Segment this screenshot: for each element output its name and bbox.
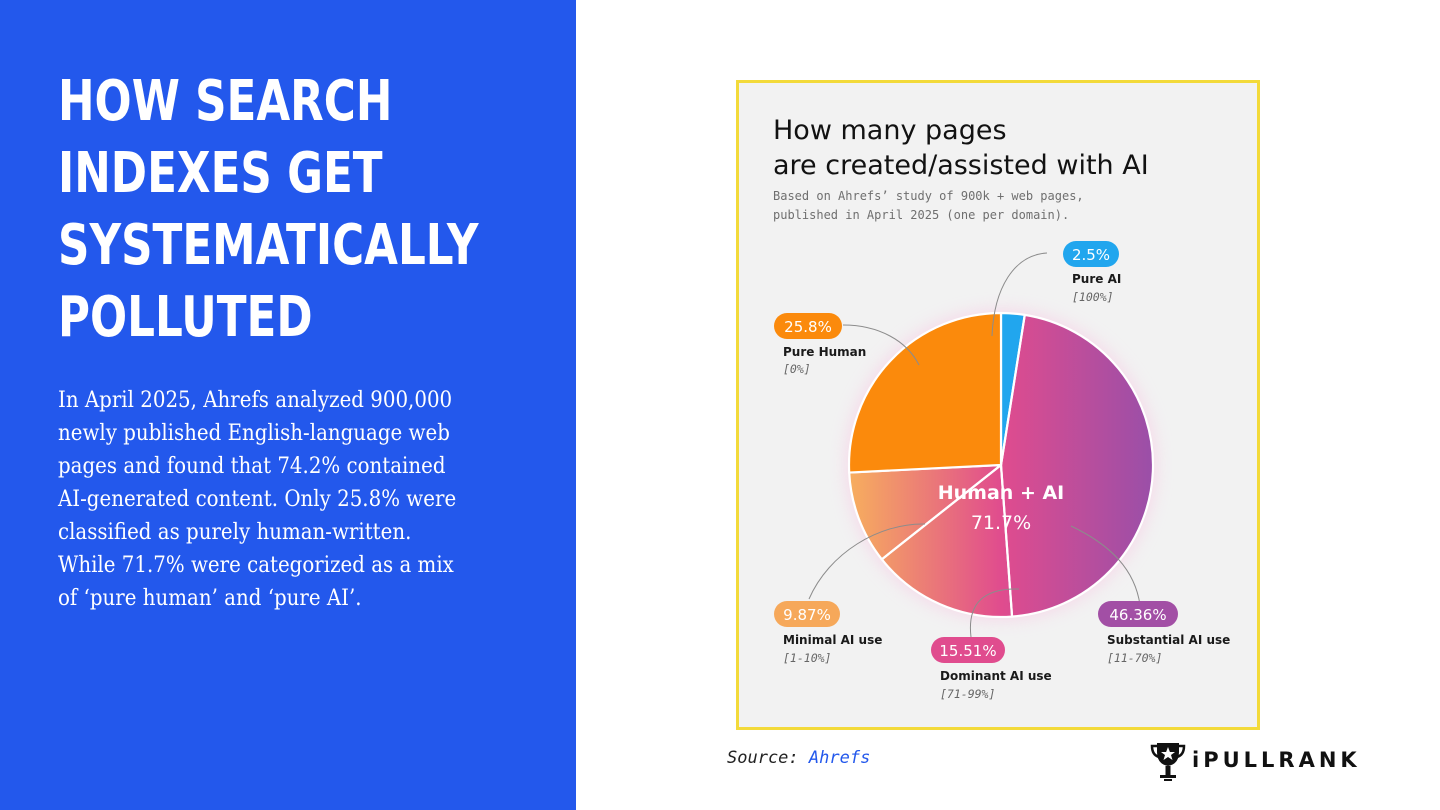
body-line: In April 2025, Ahrefs analyzed 900,000: [58, 387, 453, 413]
slice-range-pure-ai: [100%]: [1072, 290, 1114, 304]
value-badge-dominant-ai-use: [931, 637, 1005, 663]
value-label-pure-human: 25.8%: [784, 318, 832, 336]
value-badge-substantial-ai-use: [1098, 601, 1178, 627]
pie-slice-pure-human: [847, 311, 1003, 474]
value-label-substantial-ai-use: 46.36%: [1109, 606, 1166, 624]
value-label-dominant-ai-use: 15.51%: [939, 642, 996, 660]
value-label-minimal-ai-use: 9.87%: [783, 606, 831, 624]
slice-range-dominant-ai-use: [71-99%]: [940, 687, 995, 701]
chart-subtitle-line: Based on Ahrefs’ study of 900k + web pag…: [773, 189, 1084, 203]
body-line: AI-generated content. Only 25.8% were: [58, 486, 457, 512]
slice-range-pure-human: [0%]: [783, 362, 811, 376]
value-badge-minimal-ai-use: [774, 601, 840, 627]
leader-line-dominant-ai-use: [969, 588, 1020, 638]
chart-title-line: are created/assisted with AI: [773, 150, 1149, 181]
slide-body-text: In April 2025, Ahrefs analyzed 900,000 n…: [58, 384, 472, 615]
pie-slice-dominant-ai-use: [880, 463, 1014, 619]
leader-line-substantial-ai-use: [1070, 525, 1141, 606]
headline-line: POLLUTED: [58, 285, 313, 350]
chart-card: How many pages are created/assisted with…: [736, 80, 1260, 730]
pie-chart: Human + AI 71.7% 2.5% Pure AI [100%] 46.36% Su…: [774, 241, 1230, 701]
body-line: newly published English-language web: [58, 420, 450, 446]
slice-name-minimal-ai-use: Minimal AI use: [783, 633, 882, 647]
source-citation: Source: Ahrefs: [727, 748, 870, 768]
trophy-icon: [1150, 743, 1186, 781]
slice-name-substantial-ai-use: Substantial AI use: [1107, 633, 1230, 647]
value-badge-pure-ai: [1063, 241, 1119, 267]
leader-line-minimal-ai-use: [808, 523, 926, 600]
ipullrank-logo: iPULLRANK: [1150, 740, 1357, 784]
logo-text: iPULLRANK: [1192, 748, 1361, 772]
chart-title: How many pages are created/assisted with…: [773, 113, 1149, 183]
slice-range-substantial-ai-use: [11-70%]: [1107, 651, 1162, 665]
value-label-pure-ai: 2.5%: [1072, 246, 1110, 264]
pie-slice-minimal-ai-use: [848, 463, 1003, 561]
headline-line: INDEXES GET: [58, 141, 383, 206]
leader-line-pure-ai: [991, 252, 1048, 337]
body-line: While 71.7% were categorized as a mix: [58, 552, 454, 578]
slice-range-minimal-ai-use: [1-10%]: [783, 651, 831, 665]
slice-name-pure-ai: Pure AI: [1072, 272, 1121, 286]
leader-line-pure-human: [842, 324, 920, 366]
center-value: 71.7%: [971, 512, 1031, 534]
left-panel: HOW SEARCH INDEXES GET SYSTEMATICALLY PO…: [0, 0, 576, 810]
source-link[interactable]: Ahrefs: [808, 748, 871, 768]
chart-title-line: How many pages: [773, 115, 1007, 146]
chart-subtitle-line: published in April 2025 (one per domain)…: [773, 208, 1070, 222]
body-line: of ‘pure human’ and ‘pure AI’.: [58, 585, 362, 611]
slice-name-pure-human: Pure Human: [783, 345, 866, 359]
pie-slice-substantial-ai-use: [999, 313, 1155, 618]
headline-line: SYSTEMATICALLY: [58, 213, 479, 278]
value-badge-pure-human: [774, 313, 842, 339]
center-label: Human + AI: [938, 482, 1065, 504]
chart-subtitle: Based on Ahrefs’ study of 900k + web pag…: [773, 187, 1084, 225]
headline-line: HOW SEARCH: [58, 69, 393, 134]
slice-name-dominant-ai-use: Dominant AI use: [940, 669, 1052, 683]
slide-headline: HOW SEARCH INDEXES GET SYSTEMATICALLY PO…: [58, 66, 479, 354]
body-line: classified as purely human-written.: [58, 519, 412, 545]
body-line: pages and found that 74.2% contained: [58, 453, 446, 479]
source-label: Source:: [727, 748, 799, 768]
